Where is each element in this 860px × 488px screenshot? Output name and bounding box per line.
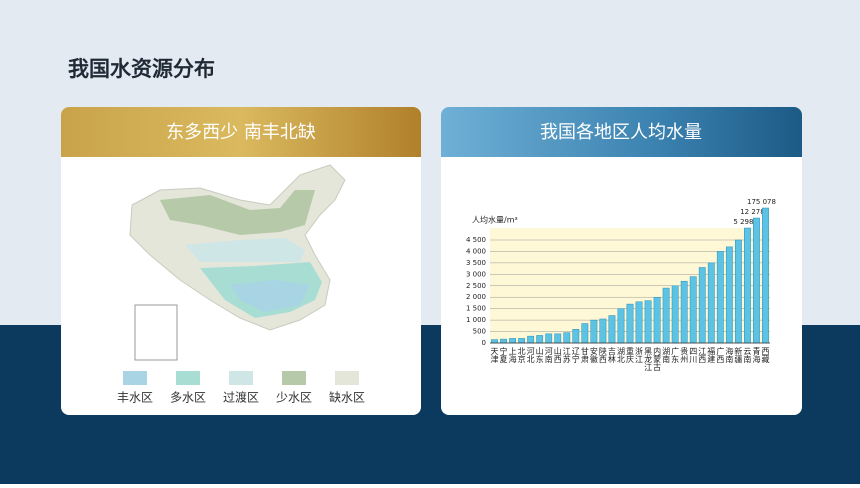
bar [509, 338, 516, 344]
y-tick-label: 3 500 [466, 259, 486, 267]
bar [753, 217, 760, 344]
x-tick-label: 湖北 [616, 347, 625, 364]
x-tick-label: 辽宁 [571, 347, 580, 363]
x-tick-label: 甘肃 [580, 346, 589, 364]
x-tick-label: 浙江 [635, 346, 644, 364]
x-tick-label: 山西 [553, 346, 562, 364]
x-tick-label: 宁夏 [499, 346, 508, 363]
x-tick-label: 河南 [544, 346, 553, 363]
x-tick-label: 海南 [725, 346, 734, 363]
bar [698, 267, 706, 344]
bar [689, 276, 697, 344]
x-tick-label: 西藏 [761, 347, 770, 364]
map-dry [160, 190, 315, 235]
bar [716, 251, 724, 344]
left-card-title: 东多西少 南丰北缺 [166, 122, 316, 143]
x-tick-label: 河北 [526, 346, 535, 364]
bar [671, 285, 679, 344]
bar [617, 308, 625, 344]
bar [536, 335, 544, 344]
bar [572, 329, 580, 344]
legend-swatch [176, 371, 200, 385]
y-tick-label: 0 [482, 339, 486, 347]
x-tick-label: 重庆 [626, 346, 635, 364]
bar [680, 280, 688, 344]
x-tick-label: 上海 [508, 347, 517, 364]
value-label: 5 298 [733, 218, 753, 226]
bar [599, 318, 607, 344]
y-tick-label: 4 000 [466, 247, 486, 255]
value-label: 175 078 [747, 198, 776, 206]
legend-label: 多水区 [170, 391, 206, 405]
x-tick-label: 新疆 [734, 346, 743, 364]
legend-swatch [282, 371, 306, 385]
y-tick-label: 4 500 [466, 236, 486, 244]
bar [744, 227, 751, 344]
bar [653, 296, 661, 344]
y-tick-label: 3 000 [466, 270, 486, 278]
y-tick-label: 500 [473, 328, 486, 336]
x-tick-label: 山东 [535, 346, 544, 363]
y-tick-label: 1 000 [466, 316, 486, 324]
x-tick-label: 吉林 [607, 347, 616, 364]
x-tick-label: 天津 [490, 347, 499, 364]
bar [491, 339, 498, 344]
legend-label: 丰水区 [117, 391, 153, 405]
bar [608, 315, 616, 344]
x-tick-label: 北京 [517, 347, 526, 364]
y-tick-label: 2 500 [466, 282, 486, 290]
x-tick-label: 四川 [689, 347, 698, 363]
x-tick-label: 陕西 [598, 346, 607, 364]
x-tick-label: 贵州 [680, 346, 689, 363]
bar [707, 262, 715, 344]
bar [527, 335, 535, 344]
right-card-header [441, 107, 802, 157]
bar [518, 338, 526, 344]
x-tick-label: 江西 [698, 347, 707, 364]
x-tick-label: 云南 [743, 347, 752, 363]
legend-swatch [229, 371, 253, 385]
x-tick-label: 黑龙江 [644, 347, 653, 372]
bar [762, 207, 769, 344]
bar [581, 323, 589, 344]
legend-label: 过渡区 [223, 390, 259, 405]
bar [635, 301, 643, 344]
bar [500, 338, 507, 344]
bar [590, 319, 598, 344]
map [129, 164, 346, 361]
value-label: 12 278 [740, 208, 765, 216]
legend-swatch [123, 371, 147, 385]
x-tick-label: 安徽 [589, 346, 598, 364]
x-tick-label: 福建 [707, 347, 716, 364]
x-tick-label: 江苏 [562, 347, 571, 364]
y-tick-label: 2 000 [466, 293, 486, 301]
right-card-title: 我国各地区人均水量 [540, 122, 702, 143]
bar [563, 332, 571, 344]
x-tick-label: 广东 [671, 346, 680, 363]
x-tick-label: 广西 [716, 346, 725, 364]
y-axis-title: 人均水量/m³ [472, 215, 518, 225]
x-tick-label: 湖南 [662, 347, 671, 363]
bar [554, 333, 562, 344]
page-title: 我国水资源分布 [68, 57, 215, 81]
left-card-header [61, 107, 421, 157]
bar [725, 246, 733, 344]
bar [644, 300, 652, 344]
bar [734, 239, 742, 344]
bar [545, 333, 553, 344]
legend-label: 缺水区 [329, 390, 365, 405]
map-inset [134, 304, 178, 361]
map-abundant [230, 280, 310, 312]
y-tick-label: 1 500 [466, 305, 486, 313]
x-tick-label: 青海 [752, 346, 761, 364]
bar [662, 287, 670, 344]
bar [626, 303, 634, 344]
legend-swatch [335, 371, 359, 385]
map-transition [185, 238, 305, 262]
legend-label: 少水区 [276, 391, 312, 405]
x-tick-label: 内蒙古 [653, 346, 662, 372]
